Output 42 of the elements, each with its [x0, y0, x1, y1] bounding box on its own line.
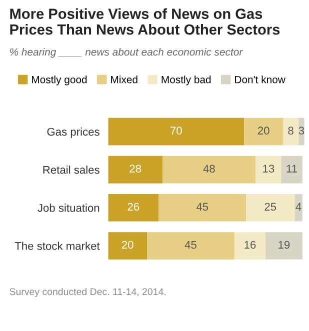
data-label: 70	[170, 126, 182, 135]
bar	[108, 232, 148, 260]
data-label: 45	[196, 202, 208, 211]
bar	[108, 194, 159, 222]
data-label: 20	[258, 126, 270, 135]
bar	[294, 194, 302, 222]
data-label: 11	[286, 164, 297, 173]
legend-label: Don't know	[235, 76, 286, 84]
bar	[158, 194, 246, 222]
bar	[108, 156, 163, 184]
chart-subtitle: % hearing ____ news about each economic sector	[10, 48, 243, 58]
data-label: 8	[288, 126, 294, 135]
chart-title: More Positive Views of News on Gas Prices Than News About Other Sectors	[10, 8, 280, 35]
data-label: 45	[184, 240, 196, 249]
y-tick-label: Retail sales	[43, 166, 100, 174]
bar	[282, 118, 299, 146]
legend-label: Mixed	[111, 76, 138, 84]
data-label: 25	[264, 202, 276, 211]
data-label: 28	[130, 164, 142, 173]
data-label: 13	[263, 164, 274, 173]
bar	[162, 156, 256, 184]
bar	[147, 232, 234, 260]
text: Survey conducted Dec. 11-14, 2014.	[10, 288, 166, 298]
bar	[234, 232, 266, 260]
legend-label: Mostly bad	[162, 76, 211, 86]
bar	[246, 194, 295, 222]
data-label: 26	[128, 202, 140, 211]
bar	[256, 156, 282, 184]
legend-label: Mostly good	[32, 76, 87, 86]
bar	[244, 118, 283, 146]
data-label: 19	[278, 240, 290, 249]
bar	[108, 118, 244, 146]
data-label: 4	[296, 202, 302, 211]
y-tick-label: The stock market	[14, 242, 100, 250]
y-tick-label: Job situation	[38, 204, 100, 212]
y-tick-label: Gas prices	[47, 128, 100, 138]
data-label: 3	[298, 126, 304, 135]
data-label: 48	[203, 164, 215, 173]
bar	[266, 232, 302, 260]
data-label: 20	[122, 240, 134, 249]
bar	[281, 156, 302, 184]
data-label: 16	[244, 240, 256, 249]
